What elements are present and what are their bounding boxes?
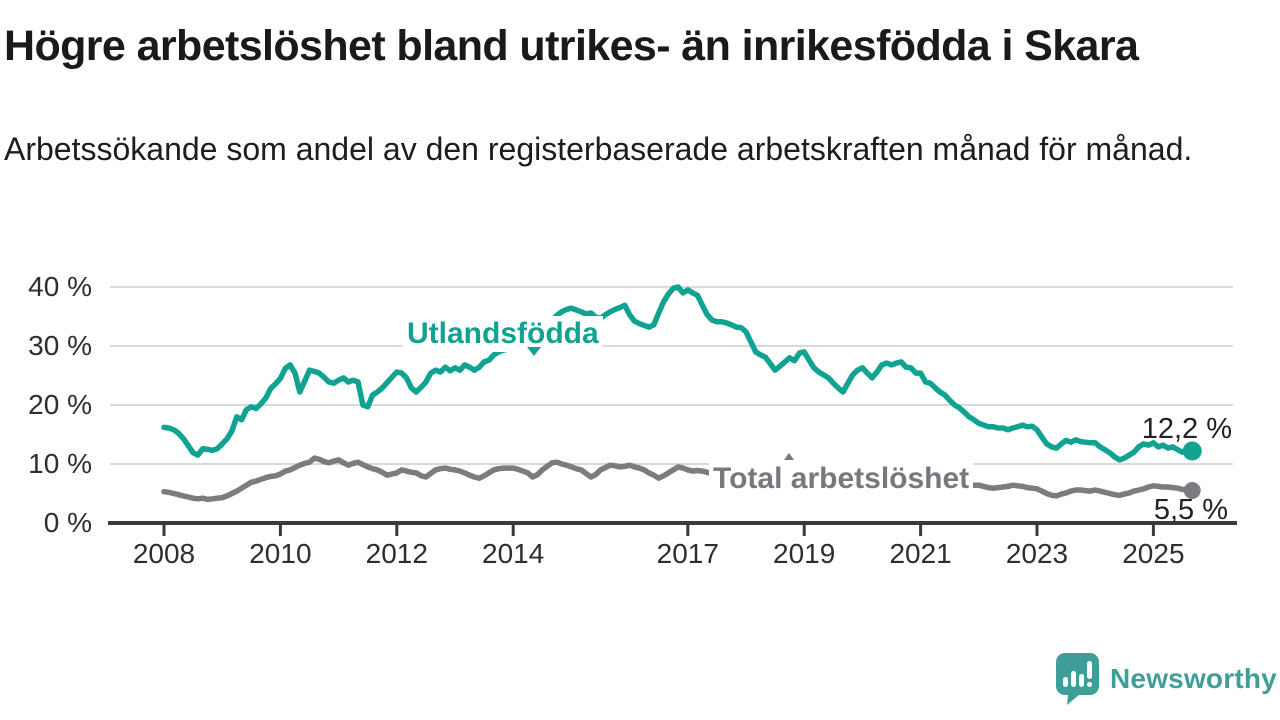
y-tick-label: 0 % (43, 507, 92, 538)
newsworthy-logo-icon (1056, 653, 1099, 705)
end-value-label-utlandsfodda: 12,2 % (1141, 413, 1232, 445)
page-subtitle: Arbetssökande som andel av den registerb… (4, 131, 1193, 167)
series-label-total: Total arbetslöshet (709, 461, 974, 497)
x-tick-label: 2017 (656, 538, 719, 569)
series-arrow-up-icon (784, 453, 794, 460)
newsworthy-logo-text: Newsworthy (1110, 663, 1277, 694)
x-tick-label: 2008 (132, 538, 196, 569)
series-line-utlandsfodda (161, 284, 1195, 463)
x-tick-label: 2012 (365, 538, 428, 569)
y-tick-label: 20 % (28, 389, 92, 420)
y-tick-label: 30 % (28, 330, 92, 361)
y-tick-label: 10 % (28, 448, 92, 479)
end-dot-utlandsfodda (1182, 441, 1202, 461)
x-tick-label: 2023 (1005, 538, 1069, 569)
end-value-label-total: 5,5 % (1153, 494, 1228, 526)
series-label-utlandsfodda: Utlandsfödda (403, 316, 603, 352)
series-arrow-down-icon (527, 347, 541, 356)
x-tick-label: 2010 (249, 538, 312, 569)
newsworthy-logo: Newsworthy (1054, 652, 1277, 706)
end-dot-total (1183, 482, 1201, 500)
page-title: Högre arbetslöshet bland utrikes- än inr… (4, 22, 1139, 70)
x-tick-label: 2019 (773, 538, 836, 569)
x-tick-label: 2025 (1122, 538, 1185, 569)
x-tick-label: 2021 (889, 538, 952, 569)
series-line-total (161, 455, 1195, 503)
y-tick-label: 40 % (28, 271, 92, 302)
x-tick-label: 2014 (482, 538, 545, 569)
